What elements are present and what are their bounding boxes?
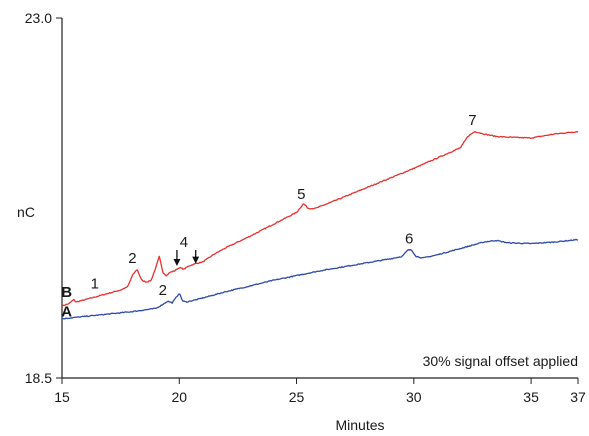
- series-layer: [61, 130, 579, 320]
- peak-label: 1: [91, 275, 99, 292]
- x-tick-label: 25: [289, 389, 305, 405]
- peak-label: 2: [159, 282, 167, 299]
- x-tick-label: 37: [570, 389, 586, 405]
- series-line-a: [61, 238, 579, 320]
- x-tick-label: 20: [171, 389, 187, 405]
- peak-label: 5: [297, 186, 305, 203]
- peak-label: 2: [128, 250, 136, 267]
- x-tick-label: 30: [406, 389, 422, 405]
- peak-label: 4: [180, 234, 188, 251]
- trace-label-a: A: [61, 303, 72, 320]
- peak-label: 7: [468, 112, 476, 129]
- y-tick-label: 18.5: [25, 370, 52, 386]
- labels-layer: BA 1 2 4 5 7 2 6: [61, 112, 476, 320]
- trace-label-b: B: [61, 284, 72, 301]
- x-axis-title: Minutes: [335, 417, 384, 433]
- series-line-b: [61, 130, 579, 307]
- peak-arrow-head: [173, 259, 181, 266]
- x-tick-label: 35: [523, 389, 539, 405]
- y-axis-title: nC: [17, 204, 35, 220]
- signal-offset-note: 30% signal offset applied: [423, 353, 578, 369]
- peak-arrow-head: [192, 256, 200, 264]
- peak-label: 6: [405, 231, 413, 248]
- x-tick-label: 15: [54, 389, 70, 405]
- y-tick-label: 23.0: [25, 10, 52, 26]
